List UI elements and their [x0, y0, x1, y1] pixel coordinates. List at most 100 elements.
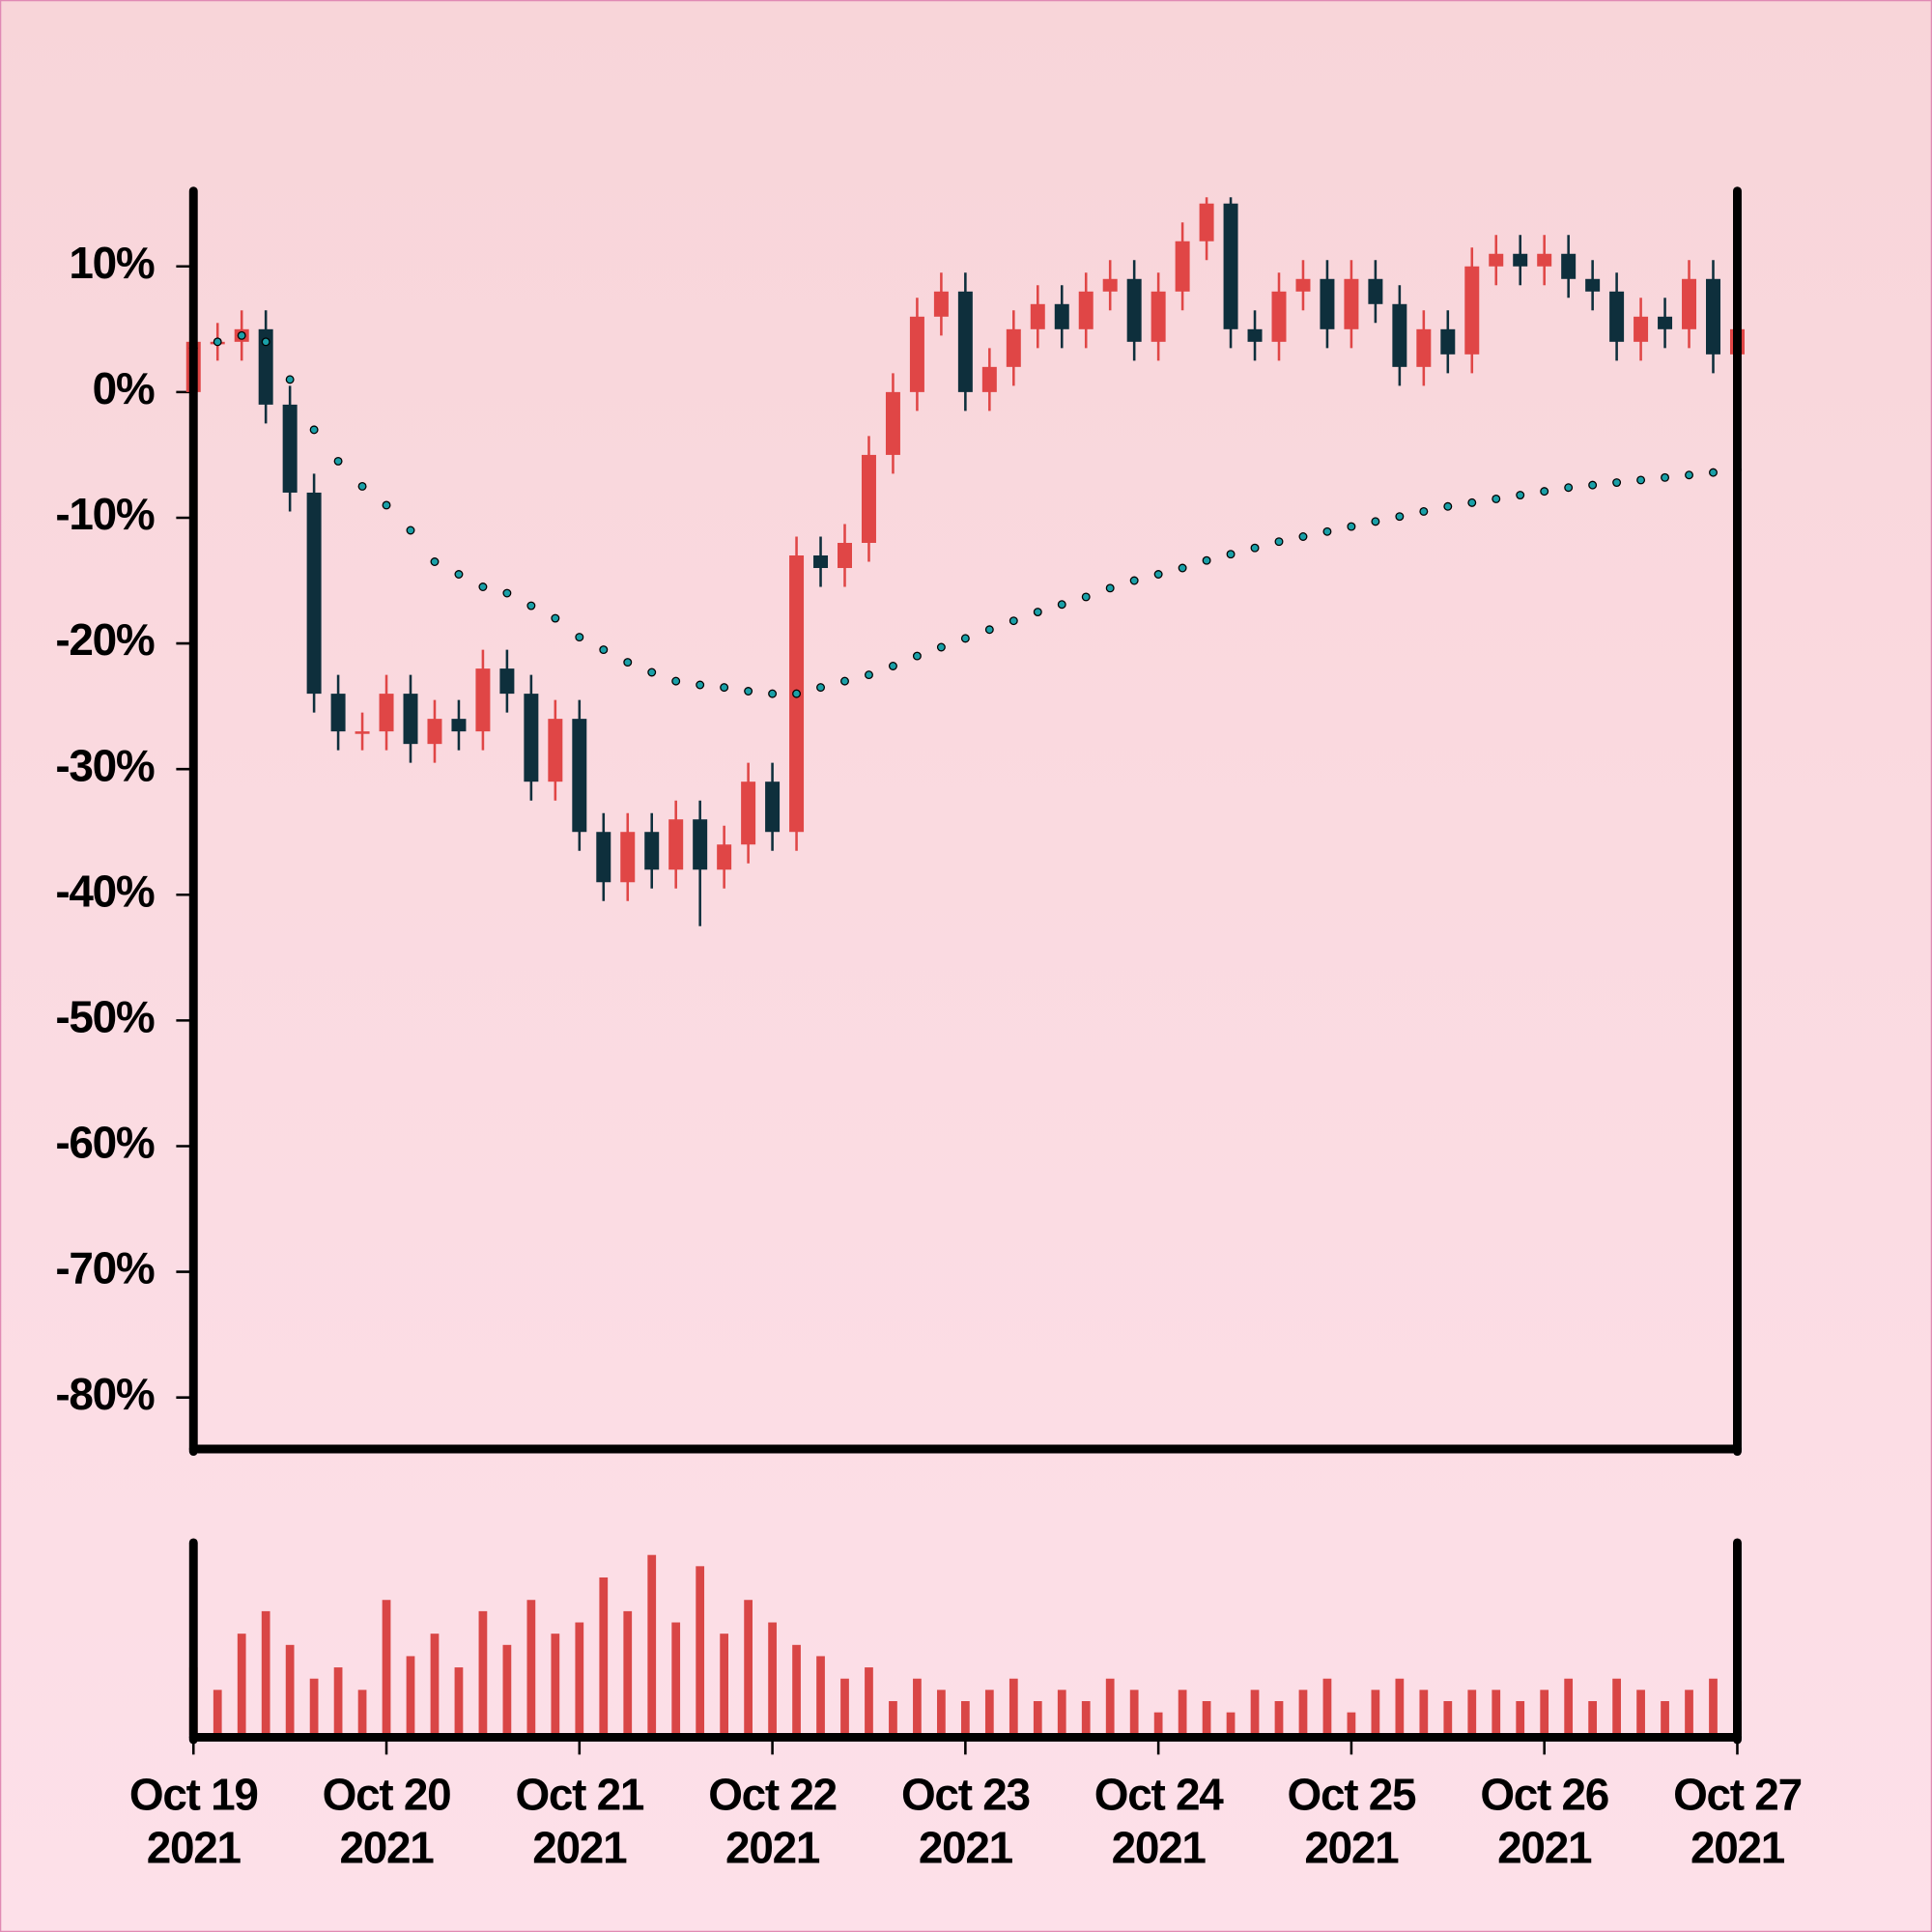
- candle-body: [1682, 278, 1697, 329]
- volume-bar: [1153, 1712, 1163, 1735]
- volume-bar: [551, 1634, 560, 1735]
- candle-body: [1706, 278, 1720, 355]
- candle-body: [1295, 278, 1311, 292]
- x-tick-label: Oct 21 2021: [515, 1769, 644, 1874]
- moving-average-dot: [720, 683, 729, 693]
- x-tick-label: Oct 25 2021: [1287, 1769, 1417, 1874]
- moving-average-dot: [1009, 616, 1018, 626]
- volume-bar: [406, 1656, 415, 1735]
- volume-bar: [1057, 1690, 1066, 1735]
- moving-average-dot: [1347, 522, 1356, 531]
- volume-bar: [502, 1644, 512, 1735]
- candle-body: [1006, 328, 1021, 367]
- moving-average-dot: [1612, 478, 1622, 488]
- moving-average-dot: [865, 670, 873, 680]
- candle-body: [1416, 328, 1432, 367]
- volume-bar: [696, 1566, 705, 1735]
- candle-body: [258, 328, 273, 405]
- volume-bar: [623, 1610, 633, 1735]
- moving-average-dot: [237, 330, 246, 340]
- candle-body: [1271, 291, 1287, 342]
- volume-bar: [1636, 1690, 1645, 1735]
- moving-average-dot: [1105, 583, 1115, 593]
- moving-average-dot: [478, 582, 488, 591]
- moving-average-dot: [1636, 475, 1646, 485]
- candle-body: [1585, 278, 1601, 292]
- candle-body: [1175, 241, 1190, 292]
- candle-body: [693, 819, 708, 870]
- moving-average-dot: [454, 570, 464, 579]
- x-tick-label-box: Oct 22 2021: [708, 1770, 838, 1873]
- volume-bar: [1709, 1678, 1718, 1735]
- moving-average-dot: [1153, 570, 1163, 579]
- volume-bar: [213, 1690, 222, 1735]
- volume-bar: [1105, 1678, 1115, 1735]
- y-tick-label: -80%: [55, 1369, 155, 1419]
- moving-average-dot: [1298, 532, 1308, 541]
- volume-bar: [792, 1644, 801, 1735]
- candle-body: [379, 694, 394, 732]
- candle-body: [572, 719, 587, 833]
- candle-body: [861, 454, 876, 543]
- volume-bar: [1178, 1690, 1187, 1735]
- moving-average-dot: [792, 689, 802, 698]
- candle-body: [1658, 316, 1673, 329]
- moving-average-dot: [382, 500, 391, 510]
- moving-average-dot: [816, 683, 825, 693]
- moving-average-dot: [1033, 608, 1042, 617]
- x-tick-label: Oct 27 2021: [1673, 1769, 1803, 1874]
- candle-body: [717, 844, 732, 870]
- moving-average-dot: [599, 645, 609, 655]
- volume-bar: [1467, 1690, 1477, 1735]
- moving-average-dot: [551, 613, 560, 623]
- candle-body: [548, 719, 563, 782]
- volume-bar: [744, 1600, 753, 1735]
- x-tick-label-box: Oct 27 2021: [1673, 1769, 1803, 1874]
- moving-average-dot: [1057, 600, 1066, 610]
- candle-body: [427, 719, 442, 745]
- x-tick-label-box: Oct 23 2021: [901, 1770, 1031, 1873]
- moving-average-dot: [623, 658, 633, 668]
- moving-average-dot: [1129, 576, 1139, 585]
- candle-body: [524, 694, 539, 782]
- candle-body: [1151, 291, 1166, 342]
- volume-bar: [1612, 1678, 1621, 1735]
- candle-body: [1344, 278, 1359, 329]
- volume-bar: [1009, 1678, 1018, 1735]
- moving-average-dot: [1178, 563, 1187, 573]
- volume-bar: [1202, 1701, 1211, 1735]
- x-tick-label: Oct 26 2021: [1480, 1769, 1609, 1874]
- volume-bar: [599, 1577, 609, 1735]
- volume-bar: [454, 1667, 464, 1735]
- volume-bar: [937, 1690, 946, 1735]
- volume-bar: [1274, 1701, 1284, 1735]
- moving-average-dot: [1250, 543, 1260, 553]
- candle-body: [1634, 316, 1649, 342]
- volume-bar: [1226, 1712, 1236, 1735]
- x-tick-label-box: Oct 26 2021: [1480, 1769, 1609, 1874]
- candle-body: [1513, 253, 1528, 267]
- candle-body: [1561, 253, 1577, 279]
- moving-average-dot: [285, 375, 295, 384]
- volume-bar: [1395, 1678, 1405, 1735]
- volume-bar: [237, 1634, 246, 1735]
- y-tick-label: -50%: [55, 992, 155, 1042]
- volume-bar: [526, 1600, 536, 1735]
- candle-body: [1537, 253, 1552, 267]
- x-tick-label-box: Oct 24 2021: [1094, 1770, 1224, 1873]
- volume-bar: [816, 1656, 825, 1735]
- moving-average-dot: [1226, 550, 1236, 559]
- volume-bar: [720, 1634, 729, 1735]
- x-tick-label: Oct 20 2021: [322, 1769, 452, 1874]
- candle-body: [981, 366, 997, 392]
- candle-body: [838, 542, 852, 569]
- volume-bar: [840, 1678, 849, 1735]
- moving-average-dot: [357, 481, 367, 491]
- candle-body: [306, 492, 322, 695]
- volume-bar: [478, 1610, 488, 1735]
- moving-average-dot: [647, 668, 657, 677]
- candle-body: [1078, 291, 1094, 329]
- moving-average-dot: [1492, 494, 1501, 503]
- moving-average-dot: [1274, 537, 1284, 547]
